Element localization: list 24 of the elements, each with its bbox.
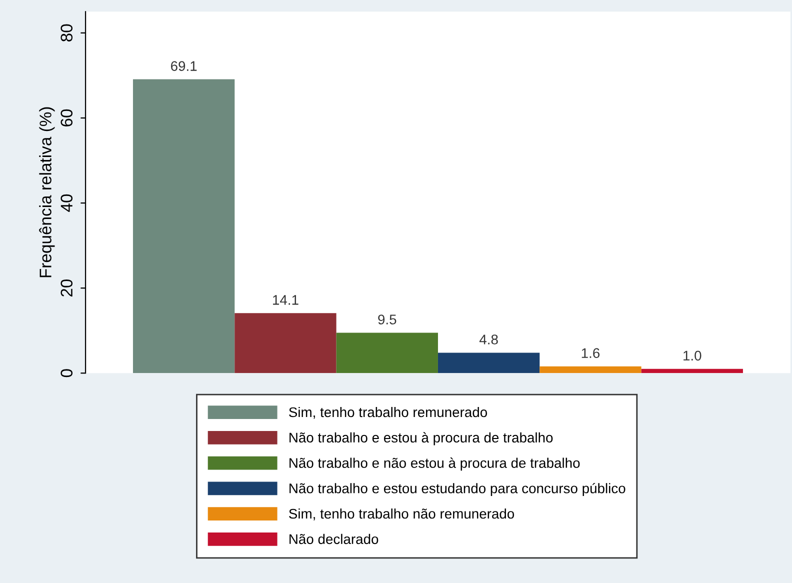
bar bbox=[641, 368, 743, 374]
legend-label: Não declarado bbox=[290, 534, 378, 544]
data-label: 14.1 bbox=[273, 295, 298, 305]
data-label: 1.6 bbox=[582, 348, 600, 358]
bar bbox=[234, 313, 336, 374]
bar bbox=[132, 79, 235, 374]
y-tick-label: 60 bbox=[60, 109, 73, 126]
y-tick-label: 0 bbox=[60, 369, 73, 378]
bar bbox=[540, 366, 642, 374]
data-label: 1.0 bbox=[684, 350, 702, 361]
data-label: 69.1 bbox=[171, 61, 197, 71]
y-tick-label: 20 bbox=[60, 279, 73, 296]
legend-label: Não trabalho e estou estudando para concurso público bbox=[290, 482, 626, 496]
legend-label: Não trabalho e não estou à procura de trabalho bbox=[290, 458, 580, 471]
y-tick-label: 80 bbox=[60, 24, 73, 42]
data-label: 9.5 bbox=[378, 314, 396, 324]
legend-label: Não trabalho e estou à procura de trabalho bbox=[290, 432, 553, 446]
legend-label: Sim, tenho trabalho remunerado bbox=[289, 406, 488, 419]
bar bbox=[336, 332, 438, 374]
y-tick-label: 40 bbox=[60, 194, 73, 212]
y-axis-title: Frequência relativa (%) bbox=[39, 107, 55, 278]
data-label: 4.8 bbox=[479, 334, 498, 344]
bar bbox=[438, 352, 540, 374]
legend-label: Sim, tenho trabalho não remunerado bbox=[289, 508, 514, 520]
